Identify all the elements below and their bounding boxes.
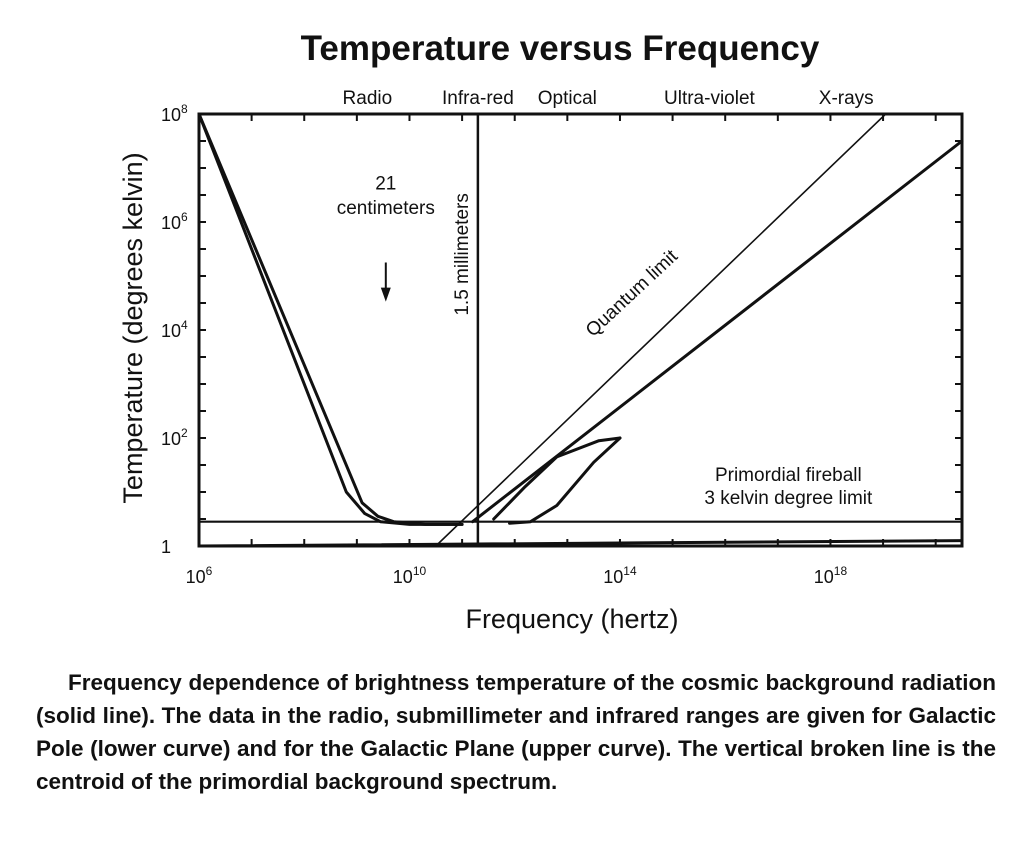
- band-label: Radio: [343, 88, 393, 109]
- y-tick-label: 1: [161, 537, 171, 557]
- series-line: [492, 436, 622, 521]
- note-quantum: Quantum limit: [582, 245, 683, 341]
- y-axis-label: Temperature (degrees kelvin): [118, 152, 148, 503]
- chart-title: Temperature versus Frequency: [301, 29, 820, 68]
- figure-caption: Frequency dependence of brightness tempe…: [36, 670, 996, 794]
- band-label: X-rays: [819, 88, 874, 109]
- series-line: [435, 113, 887, 547]
- y-tick-label: 104: [161, 318, 188, 341]
- y-tick-label: 102: [161, 426, 188, 449]
- band-label: Infra-red: [442, 88, 514, 109]
- series-line: [197, 112, 464, 526]
- series-line: [508, 436, 622, 525]
- chart: Temperature versus Frequency Temperature…: [118, 29, 964, 634]
- y-tick-label: 108: [161, 102, 188, 125]
- note-fireball-line1: Primordial fireball: [715, 465, 862, 486]
- note-21cm-line2: centimeters: [337, 198, 435, 219]
- x-tick-label: 1014: [603, 564, 637, 587]
- x-tick-label: 1010: [393, 564, 427, 587]
- x-tick-label: 1018: [814, 564, 848, 587]
- band-label: Ultra-violet: [664, 88, 756, 109]
- note-21cm-line1: 21: [375, 174, 396, 195]
- note-fireball-line2: 3 kelvin degree limit: [704, 488, 873, 509]
- y-tick-label: 106: [161, 210, 188, 233]
- band-label: Optical: [538, 88, 597, 109]
- arrow-head: [380, 287, 391, 302]
- x-tick-label: 106: [186, 564, 213, 587]
- vertical-marker-label: 1.5 millimeters: [452, 193, 473, 315]
- series-line: [197, 112, 464, 526]
- series-line: [197, 539, 964, 548]
- x-axis-label: Frequency (hertz): [465, 604, 678, 634]
